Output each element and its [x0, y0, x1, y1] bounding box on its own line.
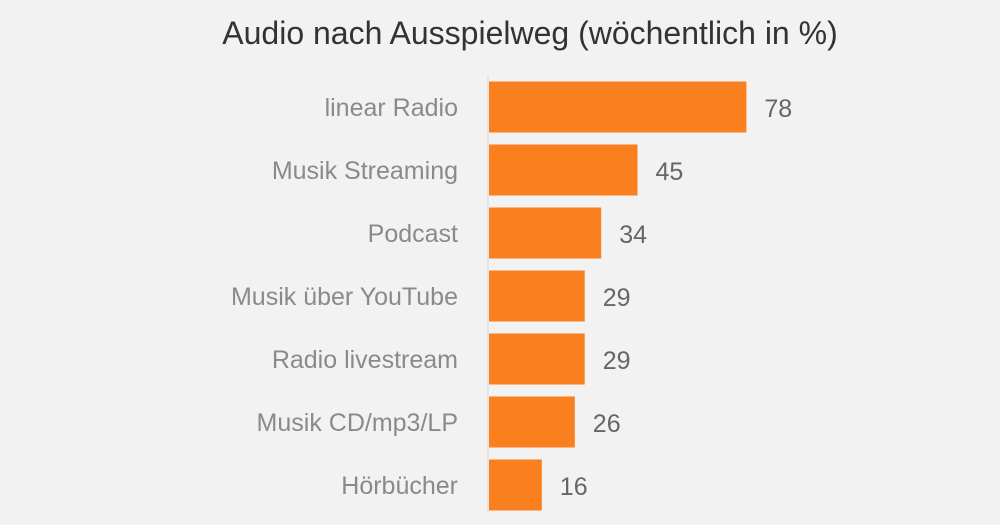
- bar-value-label: 45: [656, 158, 684, 186]
- bar: [489, 144, 638, 196]
- bar-value-label: 16: [560, 473, 588, 501]
- bar: [489, 459, 542, 511]
- chart-title: Audio nach Ausspielweg (wöchentlich in %…: [222, 15, 837, 51]
- category-label: linear Radio: [325, 94, 458, 122]
- bars-group: linear Radio 78 Musik Streaming 45 Podcast 34…: [231, 81, 792, 511]
- bar: [489, 270, 585, 322]
- category-label: Musik Streaming: [272, 157, 458, 185]
- category-label: Musik CD/mp3/LP: [257, 409, 458, 437]
- bar-value-label: 29: [603, 347, 631, 375]
- category-label: Hörbücher: [341, 472, 458, 500]
- category-label: Musik über YouTube: [231, 283, 458, 311]
- bar-value-label: 26: [593, 410, 621, 438]
- bar-value-label: 29: [603, 284, 631, 312]
- bar: [489, 333, 585, 385]
- bar-value-label: 78: [764, 95, 792, 123]
- bar: [489, 396, 575, 448]
- bar: [489, 81, 747, 133]
- category-label: Podcast: [368, 220, 458, 248]
- bar: [489, 207, 602, 259]
- category-label: Radio livestream: [272, 346, 458, 374]
- bar-value-label: 34: [619, 221, 647, 249]
